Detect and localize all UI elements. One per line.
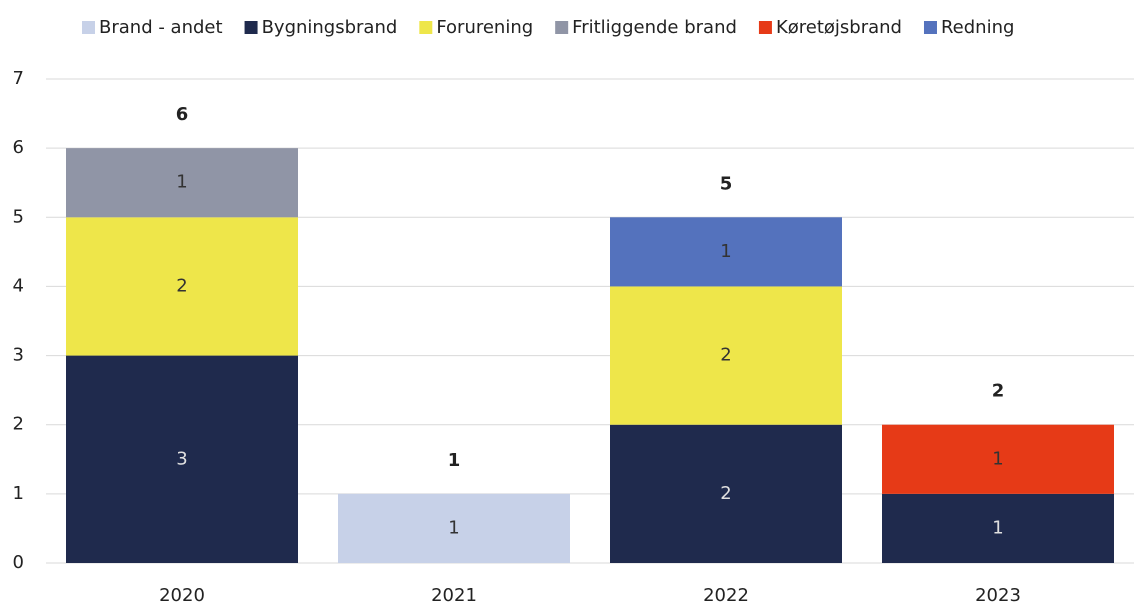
bar-segment: [66, 217, 298, 356]
data-label: 1: [720, 241, 731, 262]
y-tick-label: 7: [13, 68, 24, 89]
y-tick-label: 5: [13, 206, 24, 227]
data-label: 2: [720, 345, 731, 366]
y-tick-label: 2: [13, 414, 24, 435]
data-label: 1: [176, 172, 187, 193]
legend-label: Bygningsbrand: [262, 17, 398, 38]
legend-label: Brand - andet: [99, 17, 223, 38]
bar-segment: [610, 424, 842, 563]
bar-segment: [338, 493, 570, 563]
legend-label: Fritliggende brand: [572, 17, 737, 38]
legend-swatch: [758, 21, 772, 34]
data-label: 1: [448, 517, 459, 538]
bar-segment: [882, 493, 1114, 563]
bar-segment: [66, 355, 298, 563]
legend-swatch: [244, 21, 258, 34]
y-tick-label: 4: [13, 275, 24, 296]
bar-segment: [882, 424, 1114, 494]
total-label: 5: [720, 173, 733, 194]
bar-segment: [610, 286, 842, 425]
total-label: 1: [448, 450, 461, 471]
data-label: 2: [720, 483, 731, 504]
data-label: 1: [992, 517, 1003, 538]
data-label: 3: [176, 448, 187, 469]
total-label: 2: [992, 381, 1005, 402]
legend-swatch: [923, 21, 937, 34]
bar-segment: [610, 217, 842, 287]
bar-segment: [66, 148, 298, 218]
legend-label: Redning: [941, 17, 1014, 38]
legend-label: Forurening: [436, 17, 533, 38]
data-label: 2: [176, 275, 187, 296]
x-tick-label: 2022: [703, 585, 749, 604]
total-label: 6: [176, 104, 189, 125]
legend-swatch: [419, 21, 433, 34]
x-tick-label: 2021: [431, 585, 477, 604]
legend-swatch: [555, 21, 569, 34]
data-label: 1: [992, 448, 1003, 469]
y-tick-label: 0: [13, 552, 24, 573]
legend-label: Køretøjsbrand: [776, 17, 902, 38]
y-tick-label: 3: [13, 345, 24, 366]
legend-swatch: [82, 21, 95, 34]
y-tick-label: 6: [13, 137, 24, 158]
y-tick-label: 1: [13, 483, 24, 504]
x-tick-label: 2020: [159, 585, 205, 604]
x-tick-label: 2023: [975, 585, 1021, 604]
